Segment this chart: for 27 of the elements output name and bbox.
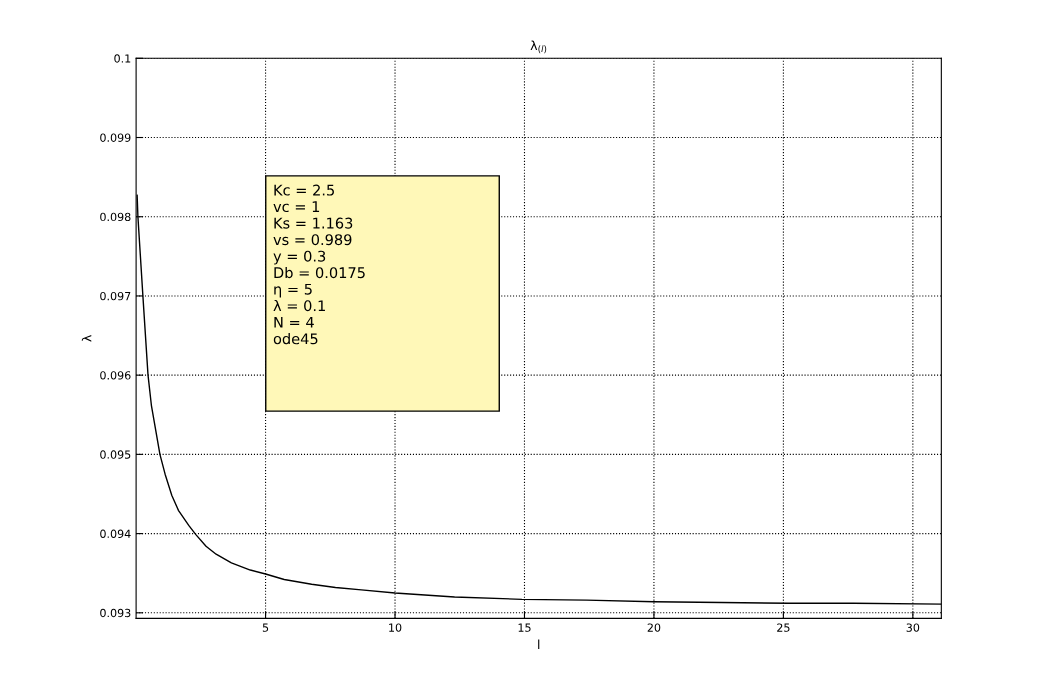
y-tick-label: 0.1 xyxy=(114,54,131,63)
annotation: λ = 0.1 xyxy=(273,299,325,312)
chart-title: λ$_{(l)}$ xyxy=(530,40,547,54)
annotation: N = 4 xyxy=(274,316,314,328)
annotation: ode45 xyxy=(273,333,318,345)
x-axis-title: l xyxy=(538,639,540,650)
x-tick-label: 25 xyxy=(777,623,790,632)
y-tick-label: 0.098 xyxy=(100,212,131,222)
annotation: Db = 0.0175 xyxy=(274,266,365,279)
y-axis-title: λ xyxy=(81,335,92,342)
y-tick-label: 0.094 xyxy=(100,529,131,538)
annotation: vs = 0.989 xyxy=(273,234,352,246)
annotation: η = 5 xyxy=(274,283,312,298)
annotation: Kc = 2.5 xyxy=(274,184,334,196)
x-tick-label: 30 xyxy=(906,623,920,632)
annotation: Ks = 1.163 xyxy=(274,217,353,229)
y-tick-label: 0.097 xyxy=(100,291,131,301)
x-tick-label: 5 xyxy=(262,623,269,632)
y-tick-label: 0.096 xyxy=(100,371,131,380)
x-tick-label: 15 xyxy=(518,623,531,632)
y-tick-label: 0.093 xyxy=(100,608,131,618)
y-tick-label: 0.099 xyxy=(100,133,131,142)
x-tick-label: 20 xyxy=(647,623,661,632)
x-tick-label: 10 xyxy=(389,623,402,632)
annotation: y = 0.3 xyxy=(273,250,326,265)
annotation: vc = 1 xyxy=(273,201,320,213)
y-tick-label: 0.095 xyxy=(100,450,131,459)
